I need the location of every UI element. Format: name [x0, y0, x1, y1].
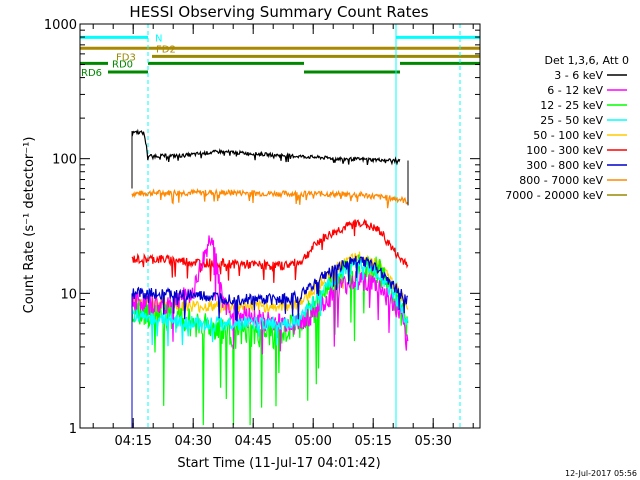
x-tick-label: 05:30: [414, 434, 451, 449]
legend-entry-label: 12 - 25 keV: [540, 99, 603, 112]
x-axis-label: Start Time (11-Jul-17 04:01:42): [177, 456, 380, 471]
footer-date: 12-Jul-2017 05:56: [565, 469, 637, 478]
y-axis-label: Count Rate (s⁻¹ detector⁻¹): [22, 137, 37, 314]
series-group: [131, 187, 409, 209]
legend-entry-label: 100 - 300 keV: [526, 144, 603, 157]
legend-entry-label: 800 - 7000 keV: [519, 174, 603, 187]
x-tick-label: 05:15: [354, 434, 391, 449]
series-line: [131, 187, 409, 209]
series-group: [131, 128, 401, 166]
series-line: [131, 258, 409, 347]
flag-label: N: [155, 33, 162, 44]
legend-entry-label: 3 - 6 keV: [554, 69, 603, 82]
y-tick-label: 100: [52, 153, 77, 168]
x-tick-label: 04:30: [174, 434, 211, 449]
series-group: [131, 235, 409, 355]
chart-title: HESSI Observing Summary Count Rates: [129, 3, 428, 21]
plot-frame: [79, 23, 481, 429]
legend-entry-label: 7000 - 20000 keV: [505, 189, 603, 202]
legend-title: Det 1,3,6, Att 0: [545, 54, 629, 67]
series-line: [131, 128, 401, 166]
series-line: [131, 235, 409, 355]
series-line: [131, 255, 409, 322]
series-line: [131, 218, 409, 283]
y-tick-label: 1000: [44, 18, 77, 33]
flag-label: RD6: [81, 68, 102, 79]
series-group: [131, 258, 409, 347]
x-tick-label: 04:45: [234, 434, 271, 449]
x-tick-label: 04:15: [114, 434, 151, 449]
legend-entry-label: 300 - 800 keV: [526, 159, 603, 172]
y-tick-label: 1: [69, 422, 77, 437]
x-tick-label: 05:00: [294, 434, 331, 449]
y-tick-label: 10: [60, 287, 77, 302]
flag-label: FD2: [156, 44, 176, 55]
legend-entry-label: 25 - 50 keV: [540, 114, 603, 127]
series-group: [131, 218, 409, 283]
flag-label: RD0: [112, 59, 133, 70]
legend-entry-label: 6 - 12 keV: [547, 84, 603, 97]
legend-entry-label: 50 - 100 keV: [533, 129, 603, 142]
flag-label: FD3: [116, 52, 136, 63]
series-group: [131, 255, 409, 322]
